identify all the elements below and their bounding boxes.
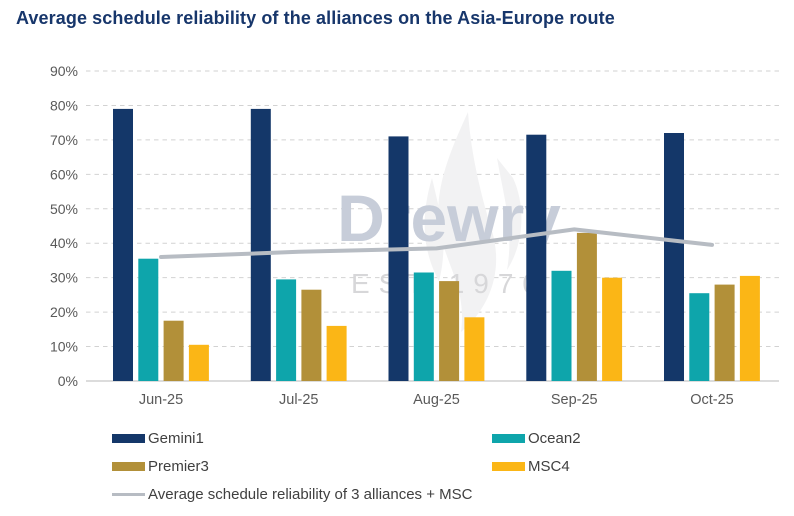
- legend-label-average-line: Average schedule reliability of 3 allian…: [148, 485, 473, 503]
- bar-premier3-sep-25: [576, 232, 597, 381]
- legend-label-ocean2: Ocean2: [528, 429, 581, 447]
- y-axis-tick-label: 60%: [50, 166, 78, 182]
- watermark-flame: [497, 158, 522, 270]
- y-axis-tick-label: 70%: [50, 132, 78, 148]
- legend-label-premier3: Premier3: [148, 457, 209, 475]
- bar-gemini1-oct-25: [664, 133, 684, 381]
- bar-premier3-aug-25: [439, 281, 460, 381]
- x-axis-category-label: Jun-25: [139, 392, 183, 408]
- chart-title: Average schedule reliability of the alli…: [16, 8, 615, 28]
- watermark-text: Drewry: [337, 181, 561, 255]
- bar-msc4-sep-25: [602, 277, 623, 381]
- legend-item-average-line: Average schedule reliability of 3 allian…: [112, 486, 472, 503]
- legend-item-ocean2: Ocean2: [492, 430, 794, 447]
- bar-gemini1-jul-25: [250, 108, 271, 382]
- x-axis-category-label: Sep-25: [551, 392, 598, 408]
- y-axis-tick-label: 90%: [50, 63, 78, 79]
- chart-plot-area: 0%10%20%30%40%50%60%70%80%90%EST 1970Dre…: [50, 63, 779, 408]
- y-axis-tick-label: 50%: [50, 201, 78, 217]
- bar-ocean2-oct-25: [689, 293, 710, 381]
- bar-gemini1-jun-25: [113, 108, 133, 382]
- bar-gemini1-aug-25: [388, 136, 409, 381]
- y-axis-tick-label: 10%: [50, 339, 78, 355]
- legend-swatch-average-line: [112, 492, 145, 496]
- bar-msc4-jun-25: [188, 344, 209, 381]
- legend-item-premier3: Premier3: [112, 458, 492, 475]
- legend-swatch-ocean2: [492, 433, 525, 443]
- legend-row: Gemini1 Ocean2: [112, 424, 772, 452]
- legend-label-msc4: MSC4: [528, 457, 570, 475]
- x-axis-category-label: Jul-25: [279, 392, 319, 408]
- bar-ocean2-sep-25: [551, 270, 572, 381]
- legend-row: Premier3 MSC4: [112, 452, 772, 480]
- bar-ocean2-aug-25: [413, 272, 434, 381]
- legend-swatch-gemini1: [112, 433, 145, 443]
- x-axis-category-label: Oct-25: [690, 392, 734, 408]
- bar-msc4-oct-25: [739, 275, 760, 381]
- bar-gemini1-sep-25: [526, 134, 547, 381]
- bar-premier3-jul-25: [301, 289, 322, 381]
- y-axis-tick-label: 20%: [50, 304, 78, 320]
- x-axis-category-label: Aug-25: [413, 392, 460, 408]
- legend-swatch-premier3: [112, 461, 145, 471]
- bar-ocean2-jun-25: [138, 258, 159, 381]
- bar-msc4-jul-25: [326, 325, 347, 381]
- legend-item-gemini1: Gemini1: [112, 430, 492, 447]
- y-axis-tick-label: 30%: [50, 270, 78, 286]
- legend-swatch-msc4: [492, 461, 525, 471]
- y-axis-tick-label: 40%: [50, 235, 78, 251]
- legend-row: Average schedule reliability of 3 allian…: [112, 480, 772, 508]
- bar-msc4-aug-25: [464, 317, 485, 381]
- y-axis-tick-label: 80%: [50, 97, 78, 113]
- bar-premier3-jun-25: [163, 320, 184, 381]
- legend-item-msc4: MSC4: [492, 458, 794, 475]
- watermark-flame: [438, 112, 497, 332]
- legend-label-gemini1: Gemini1: [148, 429, 204, 447]
- y-axis-tick-label: 0%: [58, 373, 78, 389]
- bar-premier3-oct-25: [714, 284, 735, 381]
- watermark-flame: [424, 178, 444, 281]
- bar-ocean2-jul-25: [276, 279, 297, 381]
- average-line: [159, 227, 714, 259]
- chart-legend: Gemini1 Ocean2 Premier3 MSC4 Average sch…: [112, 424, 772, 508]
